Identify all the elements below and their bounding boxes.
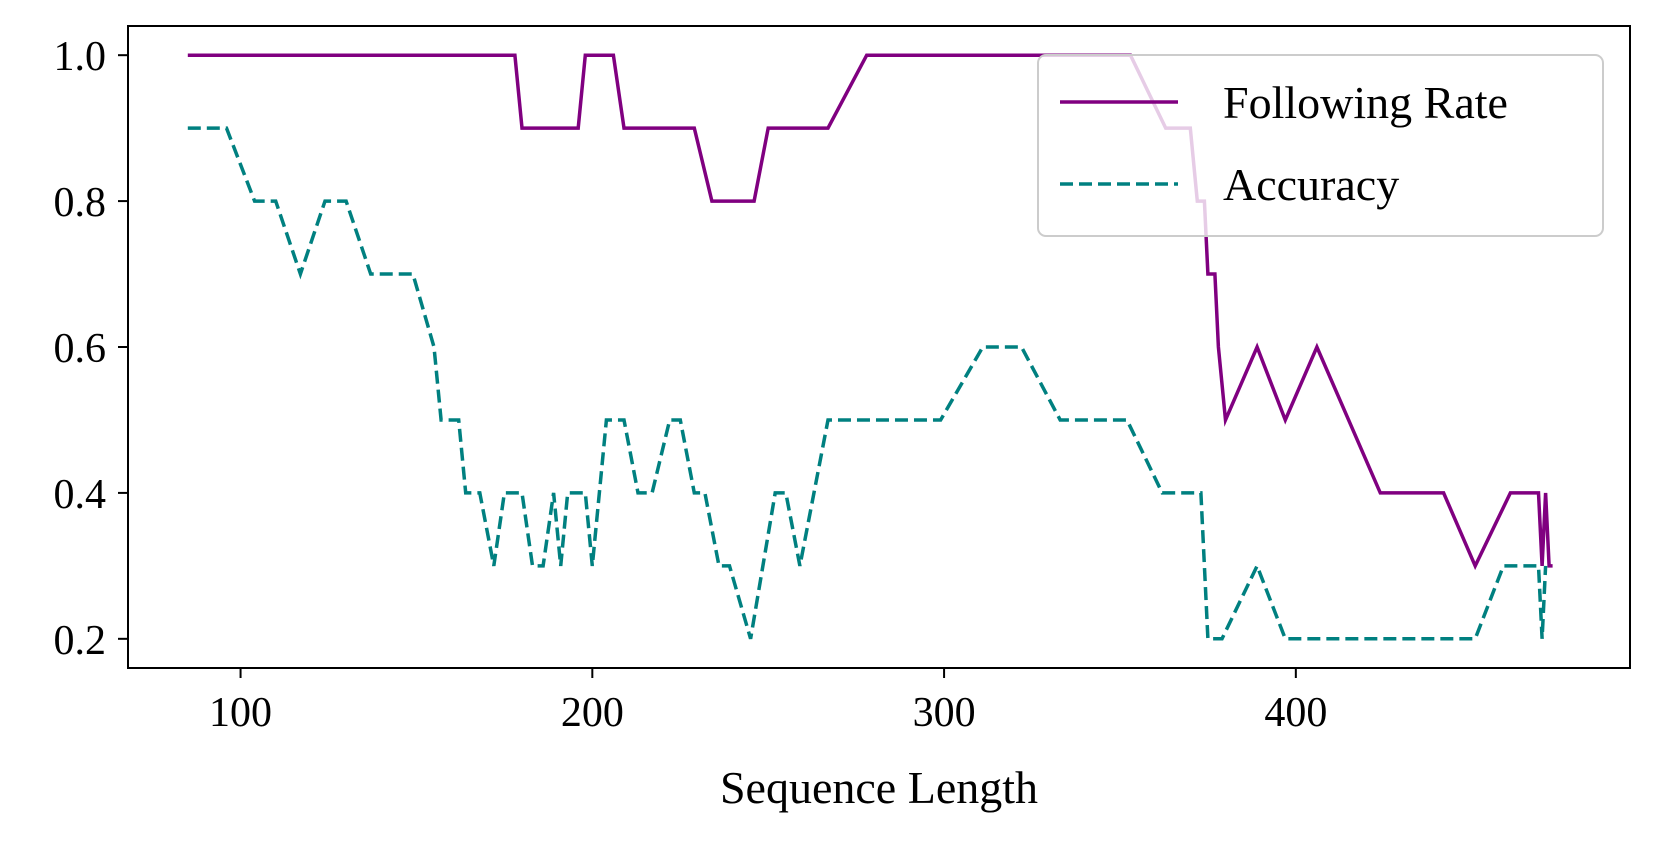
legend[interactable]: Following Rate Accuracy xyxy=(1037,54,1604,237)
series-line-accuracy xyxy=(187,126,1548,641)
y-tick-label: 1.0 xyxy=(54,34,107,80)
y-tick-label: 0.4 xyxy=(54,472,107,518)
x-tick-label: 300 xyxy=(913,690,976,736)
y-tick-label: 0.2 xyxy=(54,618,107,664)
x-tick-label: 400 xyxy=(1264,690,1327,736)
x-tick-label: 200 xyxy=(561,690,624,736)
x-axis-label: Sequence Length xyxy=(720,762,1038,813)
legend-label-accuracy: Accuracy xyxy=(1223,159,1399,210)
legend-label-following-rate: Following Rate xyxy=(1223,77,1508,128)
x-axis: 100 200 300 400 xyxy=(209,668,1327,736)
y-axis: 0.2 0.4 0.6 0.8 1.0 xyxy=(54,34,128,664)
x-tick-label: 100 xyxy=(209,690,272,736)
y-tick-label: 0.8 xyxy=(54,180,107,226)
legend-box xyxy=(1037,54,1604,237)
y-tick-label: 0.6 xyxy=(54,326,107,372)
